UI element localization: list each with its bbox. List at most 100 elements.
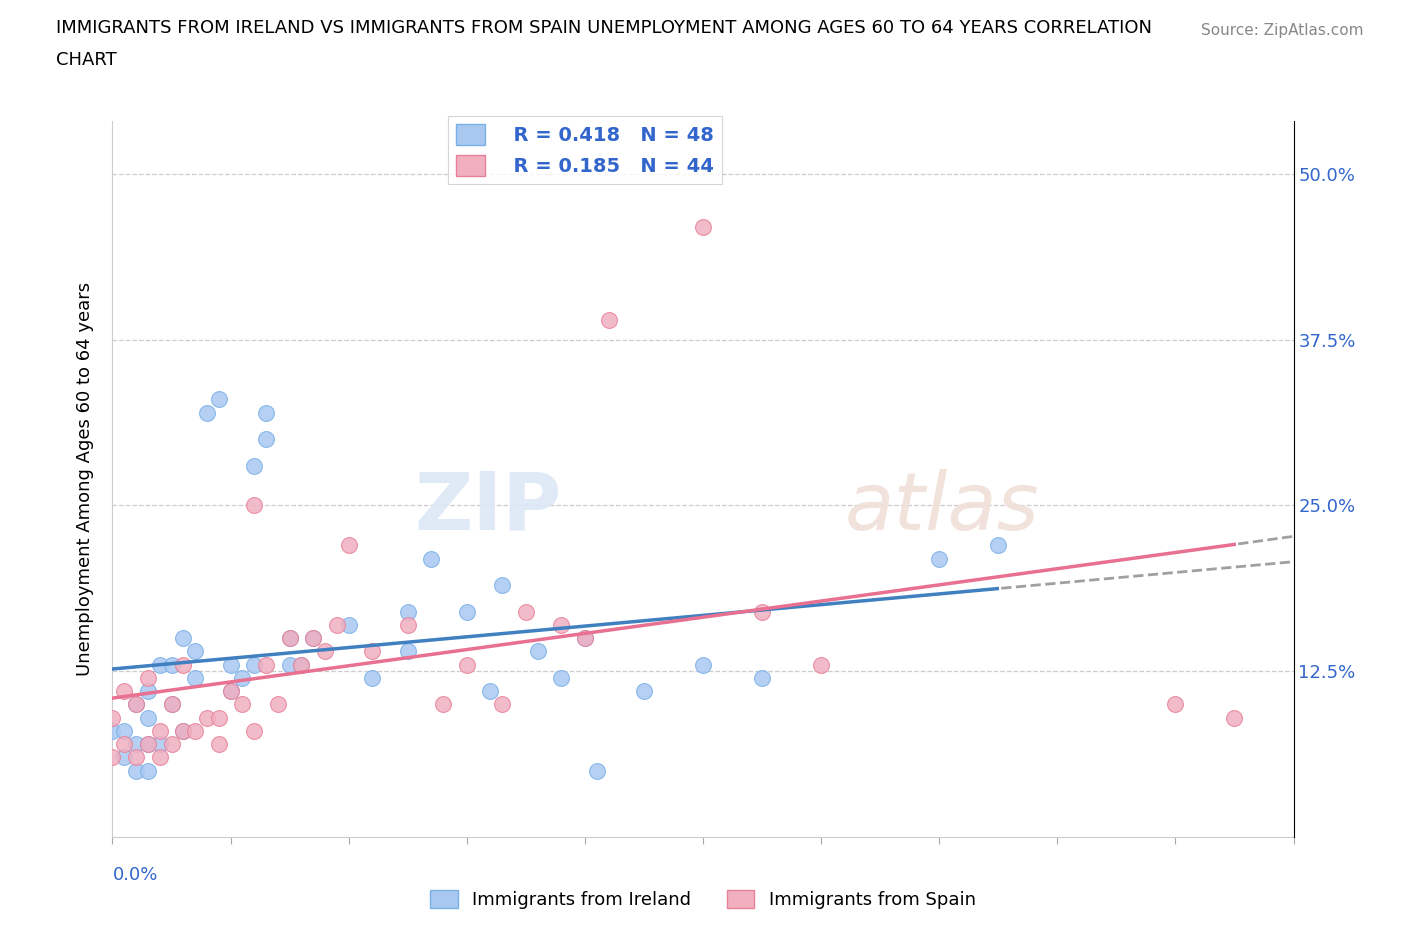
Point bbox=[195, 711, 218, 725]
Point bbox=[254, 658, 277, 672]
Point bbox=[136, 671, 159, 685]
Point bbox=[479, 684, 502, 698]
Point bbox=[278, 658, 301, 672]
Point bbox=[810, 658, 832, 672]
Point bbox=[112, 737, 135, 751]
Point bbox=[456, 658, 478, 672]
Point bbox=[101, 750, 124, 764]
Point bbox=[290, 658, 312, 672]
Point bbox=[420, 551, 443, 566]
Point bbox=[125, 697, 148, 711]
Point bbox=[172, 724, 194, 738]
Point bbox=[184, 644, 207, 658]
Point bbox=[243, 498, 266, 513]
Point bbox=[160, 658, 183, 672]
Point bbox=[302, 631, 325, 645]
Point bbox=[692, 219, 714, 234]
Point bbox=[574, 631, 596, 645]
Point bbox=[112, 750, 135, 764]
Point bbox=[101, 711, 124, 725]
Point bbox=[267, 697, 290, 711]
Point bbox=[751, 604, 773, 619]
Point bbox=[149, 724, 172, 738]
Point bbox=[302, 631, 325, 645]
Point bbox=[1164, 697, 1187, 711]
Point bbox=[208, 737, 231, 751]
Text: Source: ZipAtlas.com: Source: ZipAtlas.com bbox=[1201, 23, 1364, 38]
Point bbox=[184, 671, 207, 685]
Point bbox=[290, 658, 312, 672]
Point bbox=[361, 644, 384, 658]
Point bbox=[136, 737, 159, 751]
Point bbox=[456, 604, 478, 619]
Point bbox=[432, 697, 454, 711]
Point bbox=[160, 737, 183, 751]
Point bbox=[136, 737, 159, 751]
Point bbox=[149, 658, 172, 672]
Text: IMMIGRANTS FROM IRELAND VS IMMIGRANTS FROM SPAIN UNEMPLOYMENT AMONG AGES 60 TO 6: IMMIGRANTS FROM IRELAND VS IMMIGRANTS FR… bbox=[56, 19, 1153, 36]
Point bbox=[396, 644, 419, 658]
Point bbox=[184, 724, 207, 738]
Point bbox=[550, 618, 572, 632]
Point bbox=[136, 764, 159, 778]
Point bbox=[219, 684, 242, 698]
Point bbox=[243, 724, 266, 738]
Point bbox=[160, 697, 183, 711]
Text: CHART: CHART bbox=[56, 51, 117, 69]
Point bbox=[278, 631, 301, 645]
Point bbox=[136, 711, 159, 725]
Point bbox=[361, 671, 384, 685]
Point bbox=[231, 697, 253, 711]
Point bbox=[491, 697, 513, 711]
Point bbox=[136, 684, 159, 698]
Point bbox=[125, 764, 148, 778]
Point bbox=[751, 671, 773, 685]
Legend: Immigrants from Ireland, Immigrants from Spain: Immigrants from Ireland, Immigrants from… bbox=[423, 883, 983, 916]
Point bbox=[1223, 711, 1246, 725]
Point bbox=[125, 697, 148, 711]
Point bbox=[396, 604, 419, 619]
Point bbox=[633, 684, 655, 698]
Point bbox=[208, 711, 231, 725]
Point bbox=[219, 658, 242, 672]
Point bbox=[112, 724, 135, 738]
Point bbox=[585, 764, 607, 778]
Point bbox=[243, 458, 266, 473]
Point bbox=[928, 551, 950, 566]
Point bbox=[219, 684, 242, 698]
Point bbox=[515, 604, 537, 619]
Point bbox=[101, 724, 124, 738]
Point bbox=[326, 618, 349, 632]
Point bbox=[231, 671, 253, 685]
Point bbox=[987, 538, 1010, 552]
Text: ZIP: ZIP bbox=[413, 469, 561, 547]
Point bbox=[149, 737, 172, 751]
Point bbox=[243, 658, 266, 672]
Point bbox=[112, 684, 135, 698]
Text: 0.0%: 0.0% bbox=[112, 866, 157, 884]
Point bbox=[208, 392, 231, 406]
Legend:   R = 0.418   N = 48,   R = 0.185   N = 44: R = 0.418 N = 48, R = 0.185 N = 44 bbox=[449, 116, 721, 184]
Point bbox=[172, 631, 194, 645]
Point bbox=[195, 405, 218, 420]
Text: atlas: atlas bbox=[845, 469, 1039, 547]
Point bbox=[526, 644, 548, 658]
Point bbox=[125, 750, 148, 764]
Point bbox=[172, 724, 194, 738]
Point bbox=[278, 631, 301, 645]
Point bbox=[172, 658, 194, 672]
Point bbox=[491, 578, 513, 592]
Point bbox=[337, 538, 360, 552]
Point bbox=[574, 631, 596, 645]
Point bbox=[550, 671, 572, 685]
Point bbox=[314, 644, 336, 658]
Point bbox=[254, 405, 277, 420]
Point bbox=[598, 312, 620, 327]
Point bbox=[337, 618, 360, 632]
Point bbox=[160, 697, 183, 711]
Point bbox=[125, 737, 148, 751]
Y-axis label: Unemployment Among Ages 60 to 64 years: Unemployment Among Ages 60 to 64 years bbox=[76, 282, 94, 676]
Point bbox=[149, 750, 172, 764]
Point bbox=[254, 432, 277, 446]
Point bbox=[692, 658, 714, 672]
